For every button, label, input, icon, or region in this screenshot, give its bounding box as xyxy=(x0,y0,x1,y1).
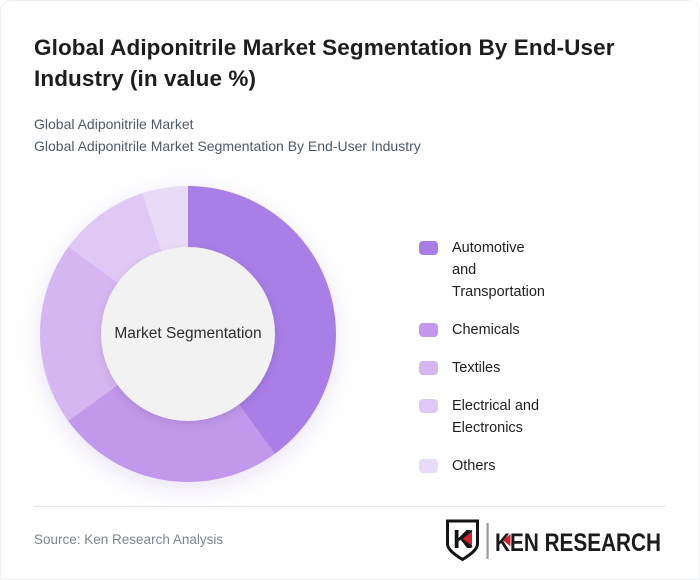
legend-label: Electrical and Electronics xyxy=(452,398,540,436)
legend-label: Chemicals xyxy=(452,322,520,338)
legend-swatch xyxy=(419,241,438,255)
shield-k-icon: K xyxy=(446,519,479,562)
legend-item: Textiles xyxy=(419,357,545,379)
donut-center: Market Segmentation xyxy=(101,247,275,421)
legend-swatch xyxy=(419,361,438,375)
legend-label: Others xyxy=(452,458,496,474)
legend-item: Others xyxy=(419,455,545,477)
ken-research-logo-icon: K KEN RESEARCH xyxy=(446,519,661,562)
chart-subtitle: Global Adiponitrile Market Global Adipon… xyxy=(34,113,421,157)
subtitle-line-2: Global Adiponitrile Market Segmentation … xyxy=(34,138,421,154)
legend-label: Textiles xyxy=(452,360,501,376)
legend-label: Automotive and Transportation xyxy=(452,240,545,300)
donut-center-label: Market Segmentation xyxy=(114,325,262,342)
chart-title: Global Adiponitrile Market Segmentation … xyxy=(34,35,615,91)
logo-separator xyxy=(486,523,489,559)
legend-swatch xyxy=(419,323,438,337)
logo-wordmark: KEN RESEARCH xyxy=(495,529,661,557)
legend-item: Chemicals xyxy=(419,319,545,341)
ken-research-logo: K KEN RESEARCH xyxy=(444,518,666,564)
logo-k-accent xyxy=(503,534,511,547)
source-text: Source: Ken Research Analysis xyxy=(34,532,224,547)
donut-chart: Market Segmentation xyxy=(40,186,336,482)
legend-item: Automotive and Transportation xyxy=(419,237,545,303)
chart-legend: Automotive and Transportation Chemicals … xyxy=(419,237,545,477)
subtitle-line-1: Global Adiponitrile Market xyxy=(34,116,194,132)
legend-swatch xyxy=(419,399,438,413)
footer-divider xyxy=(34,506,666,507)
legend-swatch xyxy=(419,459,438,473)
legend-item: Electrical and Electronics xyxy=(419,395,545,439)
